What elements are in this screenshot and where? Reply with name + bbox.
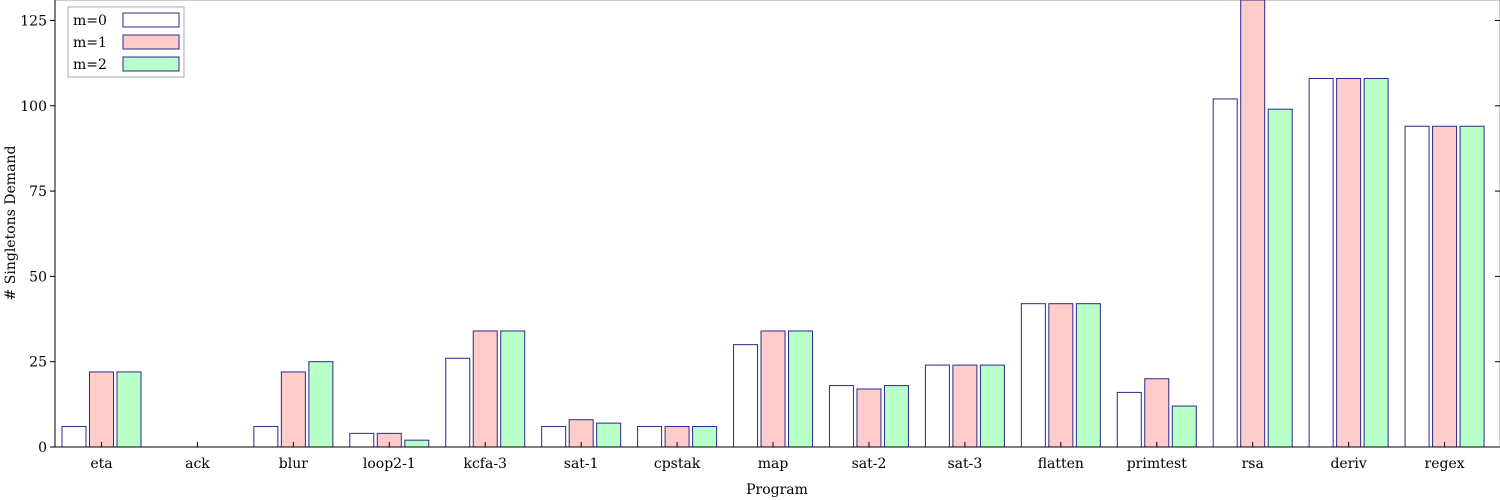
bar-blur-m=0 <box>253 426 279 448</box>
legend-label: m=0 <box>73 13 107 29</box>
bar-eta-m=2 <box>116 371 142 448</box>
bar-cpstak-m=2 <box>692 426 718 448</box>
bar-regex-m=2 <box>1459 125 1485 448</box>
y-axis: 0 25 50 75 100 125 <box>20 0 1500 456</box>
x-tick-label: kcfa-3 <box>463 456 507 472</box>
legend-label: m=1 <box>73 35 107 51</box>
bar-deriv-m=0 <box>1308 77 1334 448</box>
bar-kcfa-3-m=0 <box>445 357 471 448</box>
bar-map-m=1 <box>760 330 786 448</box>
y-tick-label: 25 <box>29 355 47 371</box>
bar-regex-m=1 <box>1432 125 1458 448</box>
bar-flatten-m=0 <box>1020 303 1046 448</box>
bar-map-m=0 <box>733 344 759 448</box>
bar-kcfa-3-m=2 <box>500 330 526 448</box>
bar-eta-m=0 <box>61 426 87 448</box>
bar-rsa-m=1 <box>1240 0 1266 448</box>
bar-kcfa-3-m=1 <box>472 330 498 448</box>
bar-deriv-m=1 <box>1336 77 1362 448</box>
legend-swatch-m=0 <box>122 12 180 28</box>
x-tick-label: flatten <box>1038 456 1084 472</box>
bar-rsa-m=2 <box>1267 108 1293 448</box>
x-tick-label: eta <box>90 456 112 472</box>
legend: m=0 m=1 m=2 <box>67 6 185 78</box>
bar-primtest-m=1 <box>1144 378 1170 448</box>
legend-label: m=2 <box>73 57 107 73</box>
x-tick-label: sat-3 <box>948 456 983 472</box>
x-tick-label: cpstak <box>654 456 701 472</box>
x-axis-title: Program <box>746 482 808 498</box>
x-tick-label: loop2-1 <box>363 456 416 472</box>
bar-eta-m=1 <box>89 371 114 448</box>
x-tick-label: primtest <box>1127 456 1188 472</box>
y-tick-label: 0 <box>38 440 47 456</box>
bar-cpstak-m=0 <box>637 426 663 448</box>
x-tick-label: deriv <box>1330 456 1366 472</box>
x-tick-label: sat-1 <box>564 456 599 472</box>
legend-swatch-m=1 <box>122 34 180 50</box>
y-axis-title: # Singletons Demand <box>3 146 19 301</box>
bar-sat-2-m=0 <box>828 385 854 448</box>
y-tick-label: 75 <box>29 184 47 200</box>
bar-sat-3-m=0 <box>924 364 950 448</box>
x-tick-label: rsa <box>1242 456 1264 472</box>
bar-rsa-m=0 <box>1212 98 1238 448</box>
bar-map-m=2 <box>788 330 814 448</box>
y-tick-label: 50 <box>29 269 47 285</box>
bar-sat-1-m=0 <box>541 426 567 448</box>
bar-deriv-m=2 <box>1363 77 1389 448</box>
bar-sat-2-m=2 <box>883 385 909 448</box>
bars-group <box>61 0 1485 448</box>
x-axis: eta ack blur loop2-1 kcfa-3 sat-1 cpstak map sat… <box>55 442 1500 472</box>
bar-blur-m=1 <box>280 371 306 448</box>
bar-primtest-m=2 <box>1171 405 1197 448</box>
bar-sat-3-m=2 <box>979 364 1005 448</box>
bar-loop2-1-m=0 <box>349 432 375 448</box>
x-tick-label: map <box>758 456 789 472</box>
bar-flatten-m=2 <box>1075 303 1101 448</box>
bar-sat-3-m=1 <box>952 364 978 448</box>
y-tick-label: 100 <box>20 99 47 115</box>
bar-regex-m=0 <box>1404 125 1430 448</box>
x-tick-label: regex <box>1425 456 1465 472</box>
bar-flatten-m=1 <box>1048 303 1074 448</box>
bar-sat-2-m=1 <box>856 388 882 448</box>
x-tick-label: ack <box>185 456 210 472</box>
bar-blur-m=2 <box>308 361 334 448</box>
bar-primtest-m=0 <box>1116 391 1142 448</box>
y-tick-label: 125 <box>20 13 47 29</box>
bar-loop2-1-m=2 <box>404 439 430 448</box>
bar-sat-1-m=2 <box>596 422 622 448</box>
x-tick-label: sat-2 <box>852 456 887 472</box>
x-tick-label: blur <box>279 456 308 472</box>
legend-swatch-m=2 <box>122 56 180 72</box>
